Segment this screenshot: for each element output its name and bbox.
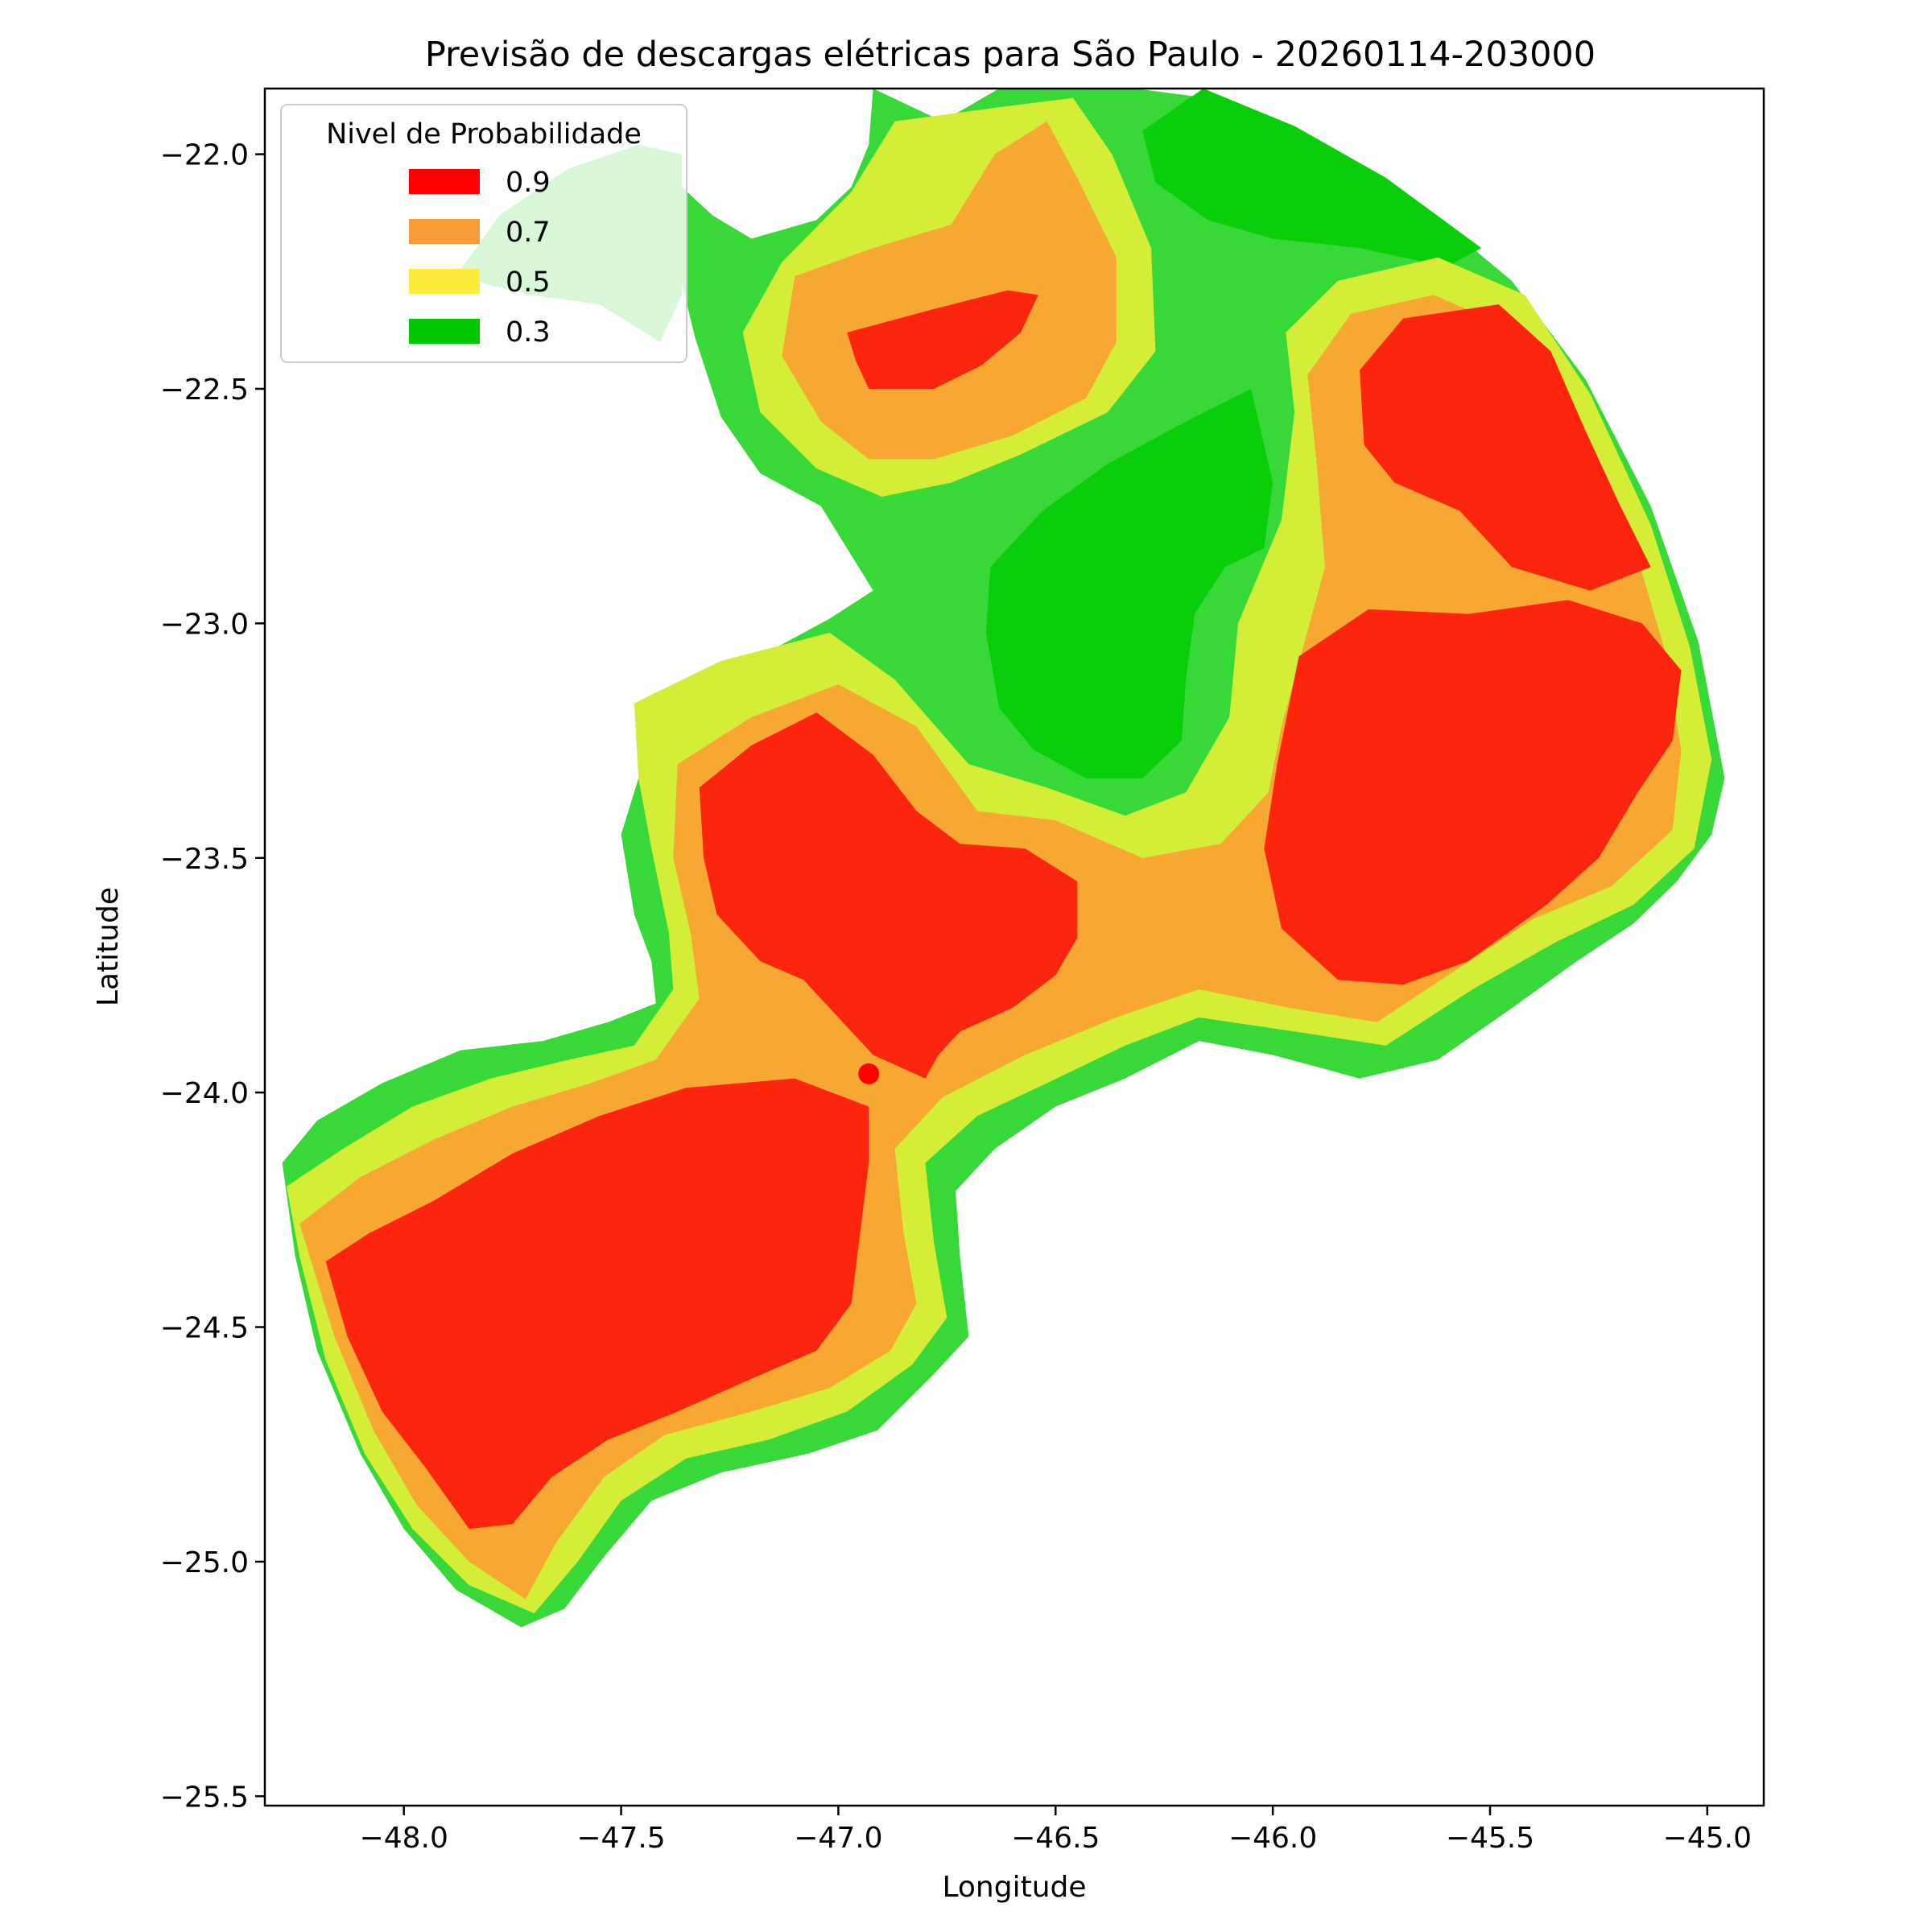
- x-axis-label: Longitude: [942, 1871, 1086, 1904]
- contour-region-east-lower-cell: [1264, 600, 1682, 985]
- legend-label: 0.9: [506, 167, 551, 199]
- y-tick-label: −24.5: [160, 1312, 249, 1345]
- y-axis: −22.0 −22.5 −23.0 −23.5 −24.0 −24.5 −25.0 −25.5: [160, 139, 265, 1814]
- legend-label: 0.7: [506, 217, 551, 249]
- chart-title: Previsão de descargas elétricas para São…: [425, 35, 1596, 75]
- y-tick-label: −22.0: [160, 139, 249, 172]
- x-tick-label: −45.0: [1663, 1822, 1752, 1855]
- y-tick-label: −23.0: [160, 608, 249, 641]
- y-tick-label: −22.5: [160, 374, 249, 407]
- legend: Nivel de Probabilidade 0.9 0.7 0.5 0.3: [280, 104, 687, 363]
- legend-swatch: [409, 319, 480, 344]
- contour-region-southwest-cell: [325, 1078, 869, 1530]
- legend-swatch: [409, 169, 480, 194]
- legend-box: [280, 104, 687, 363]
- y-tick-label: −25.5: [160, 1781, 249, 1814]
- legend-label: 0.5: [506, 266, 551, 299]
- marker-layer: [858, 1063, 880, 1084]
- contour-region-central-cell: [699, 712, 1078, 1079]
- x-tick-label: −47.5: [576, 1822, 665, 1855]
- x-tick-label: −47.0: [794, 1822, 882, 1855]
- x-axis: −48.0 −47.5 −47.0 −46.5 −46.0 −45.5 −45.0: [360, 1806, 1752, 1855]
- x-tick-label: −46.0: [1228, 1822, 1317, 1855]
- plot-frame: [263, 87, 1765, 1807]
- contour-regions: [282, 89, 1725, 1628]
- legend-label: 0.3: [506, 316, 551, 349]
- contour-region-north-calm: [1142, 89, 1482, 267]
- legend-swatch: [409, 219, 480, 244]
- legend-title: Nivel de Probabilidade: [326, 118, 642, 151]
- legend-entries: 0.9 0.7 0.5 0.3: [409, 167, 551, 349]
- y-tick-label: −23.5: [160, 843, 249, 876]
- x-tick-label: −46.5: [1011, 1822, 1100, 1855]
- y-tick-label: −25.0: [160, 1546, 249, 1579]
- y-tick-label: −24.0: [160, 1077, 249, 1110]
- contour-region-central-calm: [985, 389, 1274, 778]
- location-marker: [858, 1063, 880, 1084]
- x-tick-label: −48.0: [360, 1822, 448, 1855]
- contour-region-east-upper-cell: [1360, 304, 1651, 591]
- y-axis-label: Latitude: [92, 887, 125, 1006]
- contour-region-north-cell: [847, 290, 1038, 389]
- legend-swatch: [409, 269, 480, 294]
- x-tick-label: −45.5: [1446, 1822, 1534, 1855]
